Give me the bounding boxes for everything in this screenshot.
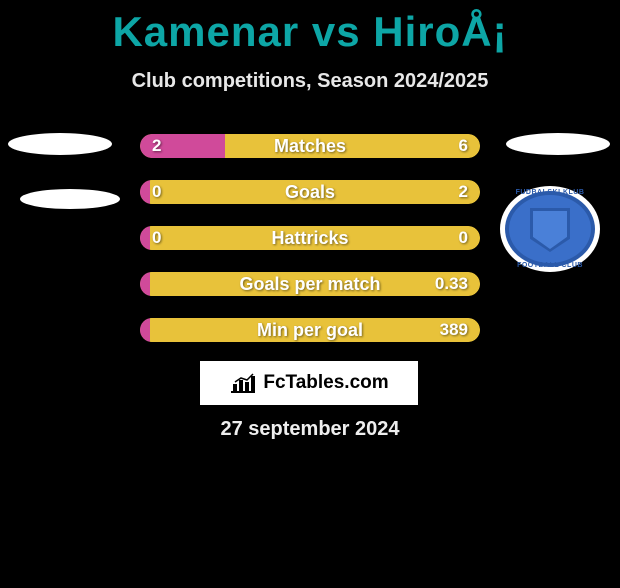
badge-text-bottom: FOOTBALL CLUB [500,262,600,269]
logo-text: FcTables.com [263,372,388,394]
stat-bar: 389Min per goal [140,318,480,342]
badge-text-top: FUDBALSKI KLUB [500,189,600,196]
date-label: 27 september 2024 [0,418,620,441]
stat-label: Goals per match [140,272,480,296]
club-badge-right: FUDBALSKI KLUB FOOTBALL CLUB [500,186,600,272]
stat-label: Goals [140,180,480,204]
stat-bars: 26Matches 02Goals 00Hattricks 0.33Goals per… [140,134,480,364]
fctables-logo[interactable]: FcTables.com [200,361,418,405]
placeholder-oval-left-1 [8,133,112,155]
stat-label: Matches [140,134,480,158]
subtitle: Club competitions, Season 2024/2025 [0,70,620,93]
placeholder-oval-right-1 [506,133,610,155]
stat-label: Min per goal [140,318,480,342]
page-title: Kamenar vs HiroÅ¡ [0,8,620,56]
stat-bar: 00Hattricks [140,226,480,250]
stat-bar: 26Matches [140,134,480,158]
stat-bar: 02Goals [140,180,480,204]
bar-chart-icon [229,372,257,394]
stat-bar: 0.33Goals per match [140,272,480,296]
placeholder-oval-left-2 [20,189,120,209]
stat-label: Hattricks [140,226,480,250]
